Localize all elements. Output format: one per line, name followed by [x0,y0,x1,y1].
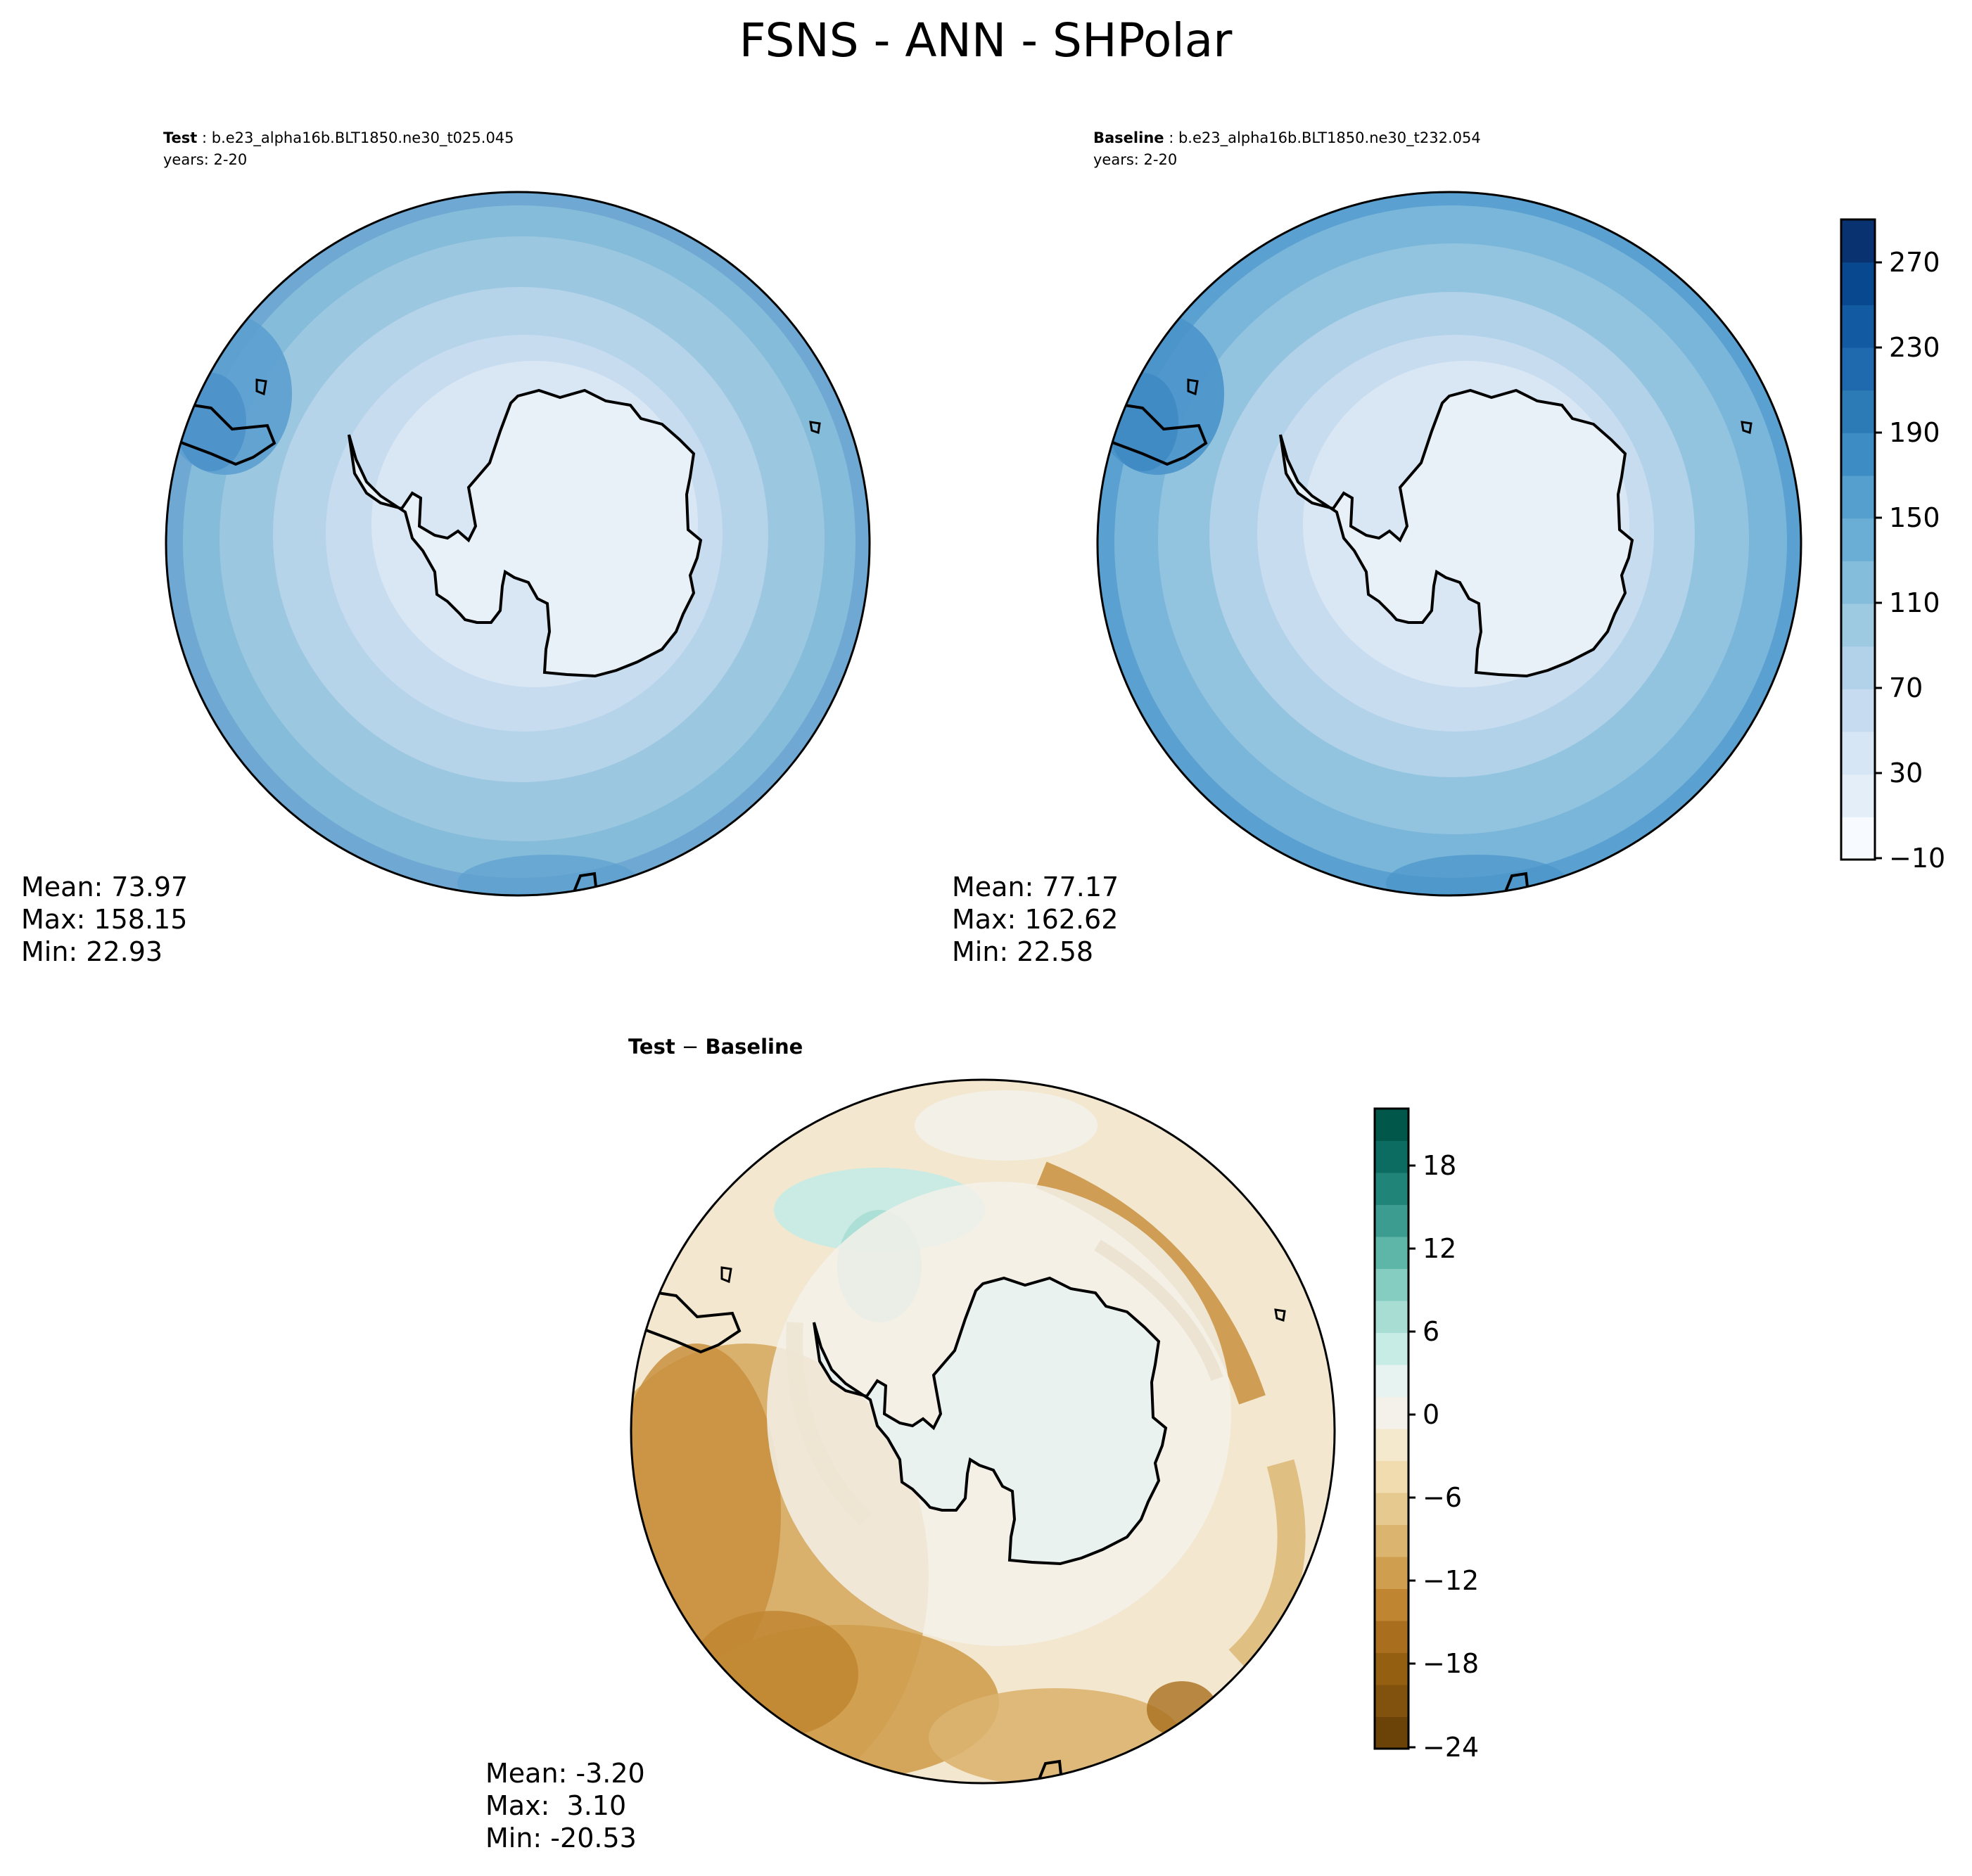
colorbar-bottom-segment [1375,1140,1408,1173]
diff-max: Max: 3.10 [485,1790,626,1821]
colorbar-top-segment [1841,476,1875,519]
colorbar-top-tick-label: 30 [1889,758,1923,789]
colorbar-top-segment [1841,518,1875,561]
baseline-map-border [1096,191,1802,897]
colorbar-top-segment [1841,646,1875,689]
colorbar-bottom-segment [1375,1301,1408,1333]
colorbar-top-segment [1841,817,1875,860]
colorbar-top-segment [1841,561,1875,604]
diff-min: Min: -20.53 [485,1823,637,1853]
colorbar-top-segment [1841,305,1875,348]
diff-map [631,1080,1335,1783]
diff-mean: Mean: -3.20 [485,1758,645,1789]
colorbar-bottom-segment [1375,1460,1408,1493]
colorbar-bottom-segment [1375,1493,1408,1525]
colorbar-bottom-tick-label: −12 [1423,1565,1479,1596]
colorbar-top-segment [1841,347,1875,391]
baseline-panel: Baseline : b.e23_alpha16b.BLT1850.ne30_t… [952,129,1802,967]
colorbar-bottom-segment [1375,1429,1408,1461]
colorbar-bottom-segment [1375,1365,1408,1397]
colorbar-top-segment [1841,732,1875,775]
test-mean: Mean: 73.97 [21,872,188,902]
colorbar-bottom-segment [1375,1332,1408,1365]
colorbar-bottom-tick-label: 6 [1423,1316,1439,1347]
colorbar-bottom-segment [1375,1268,1408,1301]
colorbar-bottom-tick-label: 12 [1423,1233,1456,1264]
baseline-panel-years: years: 2-20 [1093,151,1177,168]
colorbar-bottom-segment [1375,1588,1408,1621]
colorbar-bottom-segment [1375,1685,1408,1717]
figure-title: FSNS - ANN - SHPolar [739,13,1233,68]
colorbar-bottom: 18 12 6 0 −6 −12 −18 −24 [1373,1107,1479,1763]
colorbar-top-tick-label: −10 [1889,843,1945,874]
baseline-mean: Mean: 77.17 [952,872,1119,902]
test-min: Min: 22.93 [21,936,163,967]
colorbar-top-segment [1841,219,1875,263]
colorbar-top-segment [1841,262,1875,305]
test-map [166,192,870,895]
colorbar-bottom-tick-label: −6 [1423,1482,1462,1513]
colorbar-bottom-border [1373,1107,1410,1750]
test-panel-label: Test : b.e23_alpha16b.BLT1850.ne30_t025.… [163,129,514,147]
colorbar-bottom-segment [1375,1557,1408,1589]
colorbar-top-tick-label: 150 [1889,502,1940,533]
colorbar-bottom-segment [1375,1524,1408,1557]
colorbar-bottom-tick-label: −24 [1423,1732,1479,1763]
baseline-panel-label: Baseline : b.e23_alpha16b.BLT1850.ne30_t… [1093,129,1481,147]
baseline-map [1098,192,1801,895]
colorbar-top-tick-label: 110 [1889,587,1940,618]
diff-map-border [630,1078,1336,1785]
colorbar-top-tick-label: 230 [1889,332,1940,363]
colorbar-bottom-segment [1375,1204,1408,1237]
baseline-max: Max: 162.62 [952,904,1118,935]
colorbar-bottom-segment [1375,1652,1408,1685]
colorbar-top-tick-label: 70 [1889,672,1923,703]
test-map-border [165,191,871,897]
colorbar-top-segment [1841,774,1875,817]
colorbar-top-segment [1841,689,1875,732]
diff-panel: Test − Baseline [485,1035,1336,1853]
colorbar-top-segment [1841,433,1875,476]
colorbar-bottom-segment [1375,1173,1408,1205]
colorbar-bottom-segment [1375,1396,1408,1429]
colorbar-top-tick-label: 190 [1889,417,1940,448]
baseline-min: Min: 22.58 [952,936,1093,967]
test-panel: Test : b.e23_alpha16b.BLT1850.ne30_t025.… [21,129,871,967]
colorbar-bottom-segment [1375,1109,1408,1141]
colorbar-top-segment [1841,390,1875,433]
test-max: Max: 158.15 [21,904,187,935]
colorbar-bottom-tick-label: 0 [1423,1399,1439,1430]
colorbar-top-border [1840,218,1876,861]
colorbar-bottom-segment [1375,1237,1408,1269]
colorbar-bottom-segment [1375,1716,1408,1749]
colorbar-bottom-tick-label: −18 [1423,1648,1479,1679]
colorbar-top-tick-label: 270 [1889,247,1940,278]
colorbar-bottom-segment [1375,1621,1408,1653]
test-panel-years: years: 2-20 [163,151,247,168]
colorbar-bottom-tick-label: 18 [1423,1150,1456,1181]
diff-panel-label: Test − Baseline [628,1035,803,1059]
colorbar-top: 270 230 190 150 110 70 30 −10 [1840,218,1945,874]
colorbar-top-segment [1841,604,1875,647]
